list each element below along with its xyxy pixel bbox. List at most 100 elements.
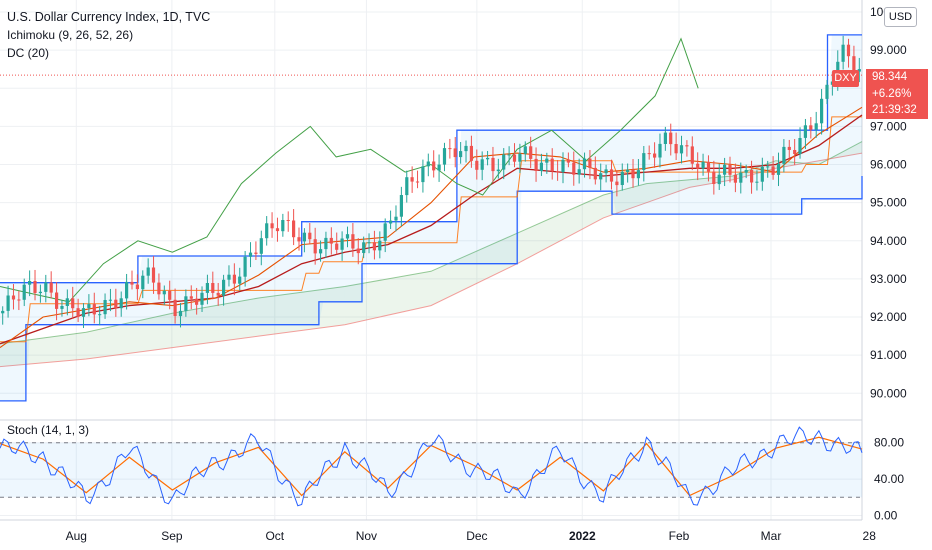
candle-body — [841, 44, 845, 62]
chart-title: U.S. Dollar Currency Index, 1D, TVC — [7, 10, 211, 24]
candle-body — [76, 308, 80, 317]
candle-body — [389, 220, 393, 224]
price-tick-label: 92.000 — [870, 310, 907, 324]
candle-body — [141, 275, 145, 290]
candle-body — [782, 146, 786, 164]
candle-body — [556, 171, 560, 173]
bar-countdown: 21:39:32 — [872, 104, 917, 116]
candle-body — [577, 169, 581, 175]
candle-body — [87, 304, 91, 309]
candle-body — [65, 298, 69, 306]
time-tick-label: Mar — [761, 529, 782, 543]
candle-body — [496, 169, 500, 172]
candle-body — [49, 282, 53, 293]
candle-body — [426, 161, 430, 167]
candle-body — [130, 281, 134, 285]
candle-body — [394, 216, 398, 221]
candle-body — [464, 145, 468, 152]
candle-body — [620, 171, 624, 185]
candle-body — [572, 162, 576, 175]
candle-body — [814, 123, 818, 130]
last-price-value: 98.344 — [872, 71, 908, 83]
candle-body — [663, 132, 667, 144]
candle-body — [281, 220, 285, 232]
candle-body — [119, 298, 123, 309]
candle-body — [38, 291, 42, 294]
candle-body — [642, 153, 646, 170]
candle-body — [372, 242, 376, 251]
candle-body — [345, 234, 350, 239]
candle-body — [507, 154, 511, 156]
currency-badge[interactable]: USD — [884, 7, 917, 27]
candle-body — [636, 170, 640, 179]
price-tick-label: 97.000 — [870, 119, 907, 133]
candle-body — [615, 181, 619, 186]
candle-body — [28, 281, 32, 285]
candle-body — [292, 220, 296, 238]
candle-body — [750, 170, 754, 183]
candle-body — [33, 281, 37, 293]
donchian-upper-line — [0, 34, 862, 284]
donchian-band-fill — [0, 34, 862, 401]
candle-body — [17, 299, 21, 301]
candle-body — [529, 146, 533, 159]
time-tick-label: Oct — [265, 529, 284, 543]
stoch-band-fill — [0, 442, 862, 498]
candle-body — [803, 125, 807, 138]
candle-body — [362, 242, 366, 253]
candle-body — [582, 158, 587, 170]
candle-body — [545, 158, 549, 163]
time-tick-label: Nov — [356, 529, 377, 543]
candle-body — [723, 164, 727, 175]
candle-body — [653, 153, 657, 158]
price-tick-label: 99.000 — [870, 43, 907, 57]
candle-body — [227, 274, 231, 280]
stochastic-pane — [0, 426, 863, 507]
candle-body — [717, 174, 721, 185]
candle-body — [415, 181, 420, 183]
candle-body — [550, 158, 554, 172]
candle-body — [259, 238, 263, 254]
price-tick-label: 90.000 — [870, 386, 907, 400]
candle-body — [480, 159, 484, 170]
candle-body — [184, 296, 188, 311]
grid-lines — [0, 0, 863, 521]
legend-ichimoku[interactable]: Ichimoku (9, 26, 52, 26) — [7, 28, 134, 42]
candle-body — [599, 173, 603, 180]
candle-body — [98, 314, 102, 316]
time-tick-label: Feb — [669, 529, 690, 543]
symbol-tag: DXY — [832, 70, 859, 87]
chikou-span-line — [0, 37, 699, 303]
candle-body — [319, 249, 323, 254]
candle-body — [6, 295, 10, 311]
candle-body — [475, 160, 479, 170]
candle-body — [561, 159, 565, 173]
legend-donchian[interactable]: DC (20) — [7, 46, 50, 60]
candle-body — [308, 232, 312, 240]
candle-body — [593, 167, 597, 180]
candle-body — [728, 164, 732, 175]
candlesticks — [1, 35, 861, 329]
last-price-box: 98.344 +6.26% 21:39:32 — [866, 69, 928, 119]
candle-body — [173, 299, 177, 316]
donchian-channel-fill — [0, 34, 862, 401]
price-tick-label: 96.000 — [870, 158, 907, 172]
candle-body — [793, 150, 797, 154]
candle-body — [340, 238, 344, 250]
cloud-segment — [172, 298, 259, 348]
candle-body — [739, 172, 743, 183]
candle-body — [523, 146, 527, 154]
candle-body — [459, 151, 463, 158]
candle-body — [302, 232, 306, 242]
candle-body — [674, 144, 678, 154]
candle-body — [432, 161, 436, 171]
candle-body — [146, 267, 150, 276]
last-price-change: +6.26% — [872, 87, 912, 100]
kijun-sen-line — [0, 114, 863, 345]
candle-body — [448, 148, 452, 150]
candle-body — [604, 169, 608, 174]
stoch-tick-label: 40.00 — [874, 472, 904, 486]
legend-stochastic[interactable]: Stoch (14, 1, 3) — [7, 423, 90, 437]
candle-body — [712, 171, 716, 184]
